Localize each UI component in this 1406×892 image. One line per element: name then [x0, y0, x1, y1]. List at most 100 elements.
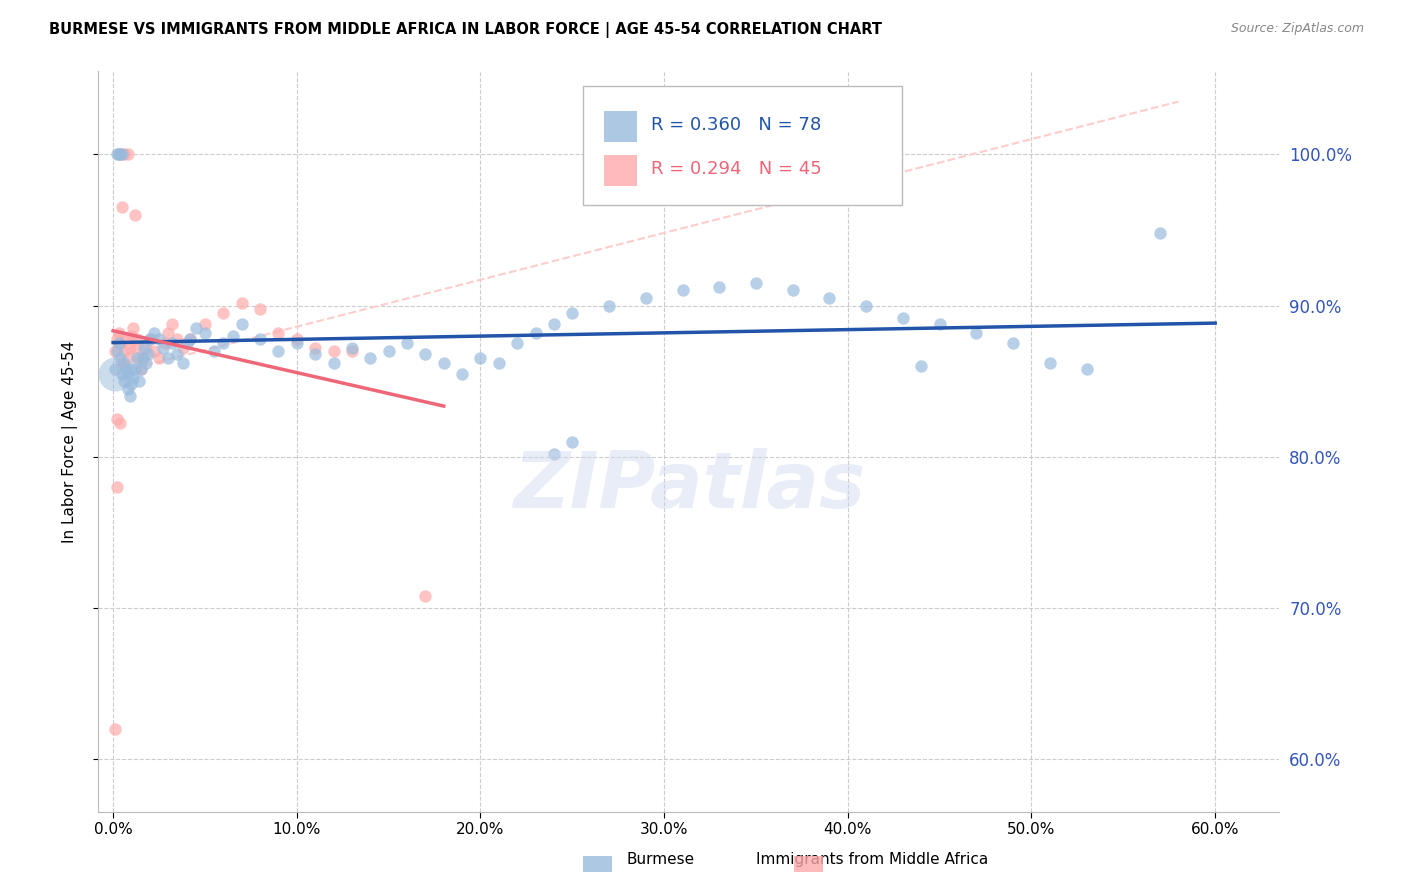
- Point: [160, 317, 183, 331]
- Point: [112, 374, 135, 388]
- Point: [671, 284, 693, 298]
- Point: [153, 336, 176, 351]
- Point: [124, 208, 146, 222]
- Text: R = 0.294   N = 45: R = 0.294 N = 45: [651, 160, 823, 178]
- Point: [745, 276, 768, 290]
- Point: [142, 326, 165, 340]
- Point: [105, 147, 128, 161]
- Point: [110, 417, 132, 431]
- Point: [110, 336, 132, 351]
- Text: R = 0.360   N = 78: R = 0.360 N = 78: [651, 116, 821, 134]
- Point: [157, 326, 180, 340]
- Point: [105, 332, 128, 346]
- Point: [104, 722, 127, 736]
- Point: [1039, 356, 1062, 370]
- Point: [134, 341, 156, 355]
- Point: [121, 377, 143, 392]
- Point: [105, 343, 128, 358]
- Point: [128, 374, 150, 388]
- Point: [125, 332, 148, 346]
- Point: [148, 351, 170, 366]
- Point: [125, 351, 148, 366]
- Point: [267, 343, 290, 358]
- Point: [117, 351, 139, 366]
- Point: [122, 371, 145, 385]
- Point: [543, 447, 565, 461]
- Point: [105, 480, 128, 494]
- Point: [231, 317, 253, 331]
- Point: [107, 326, 129, 340]
- Point: [148, 332, 170, 346]
- Point: [304, 341, 326, 355]
- Point: [128, 351, 150, 366]
- Point: [135, 341, 157, 355]
- Point: [267, 326, 290, 340]
- Point: [104, 343, 127, 358]
- Point: [415, 589, 437, 603]
- Point: [110, 351, 132, 366]
- Bar: [605, 155, 637, 186]
- Point: [561, 306, 583, 320]
- Point: [322, 356, 344, 370]
- Point: [415, 347, 437, 361]
- Text: Immigrants from Middle Africa: Immigrants from Middle Africa: [755, 852, 988, 867]
- Point: [965, 326, 987, 340]
- Point: [179, 332, 201, 346]
- Point: [194, 326, 217, 340]
- Point: [117, 147, 139, 161]
- Point: [166, 347, 188, 361]
- Point: [212, 336, 235, 351]
- Point: [709, 280, 731, 294]
- Point: [818, 291, 841, 305]
- Point: [131, 351, 153, 366]
- Point: [1002, 336, 1025, 351]
- Point: [142, 343, 165, 358]
- Point: [928, 317, 950, 331]
- Point: [115, 332, 138, 346]
- Point: [118, 389, 141, 403]
- Point: [194, 317, 217, 331]
- Point: [131, 351, 153, 366]
- Point: [152, 341, 174, 355]
- Point: [104, 362, 127, 376]
- Point: [488, 356, 510, 370]
- Point: [304, 347, 326, 361]
- Point: [111, 147, 134, 161]
- Point: [855, 299, 877, 313]
- Point: [561, 434, 583, 449]
- Point: [124, 362, 146, 376]
- Point: [115, 362, 138, 376]
- Point: [285, 332, 308, 346]
- Point: [1076, 362, 1098, 376]
- Point: [249, 332, 271, 346]
- Point: [117, 367, 139, 381]
- Point: [179, 332, 201, 346]
- Point: [124, 341, 146, 355]
- Point: [122, 321, 145, 335]
- Point: [433, 356, 456, 370]
- Point: [104, 367, 127, 381]
- Point: [160, 336, 183, 351]
- Point: [139, 332, 162, 346]
- Point: [111, 356, 134, 370]
- Point: [112, 147, 135, 161]
- Point: [105, 412, 128, 426]
- Point: [166, 332, 188, 346]
- Point: [107, 147, 129, 161]
- Text: ZIPatlas: ZIPatlas: [513, 448, 865, 524]
- Point: [139, 332, 162, 346]
- Point: [112, 343, 135, 358]
- Point: [891, 310, 914, 325]
- Point: [107, 147, 129, 161]
- Point: [121, 362, 143, 376]
- Text: Burmese: Burmese: [627, 852, 695, 867]
- Text: Source: ZipAtlas.com: Source: ZipAtlas.com: [1230, 22, 1364, 36]
- Point: [249, 301, 271, 316]
- Point: [129, 362, 152, 376]
- Point: [107, 336, 129, 351]
- Point: [110, 147, 132, 161]
- Point: [451, 367, 474, 381]
- Point: [117, 382, 139, 396]
- Point: [121, 328, 143, 343]
- Point: [634, 291, 657, 305]
